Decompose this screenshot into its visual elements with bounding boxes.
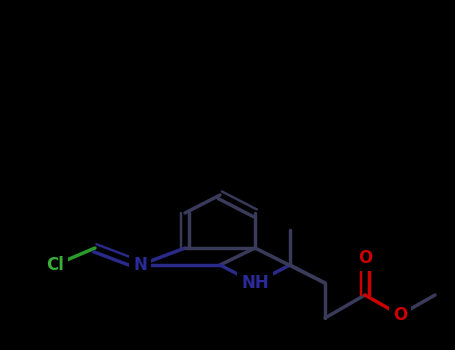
- Text: NH: NH: [241, 274, 269, 292]
- Text: O: O: [358, 249, 372, 267]
- Text: N: N: [133, 256, 147, 274]
- Text: Cl: Cl: [46, 256, 64, 274]
- Text: O: O: [393, 306, 407, 324]
